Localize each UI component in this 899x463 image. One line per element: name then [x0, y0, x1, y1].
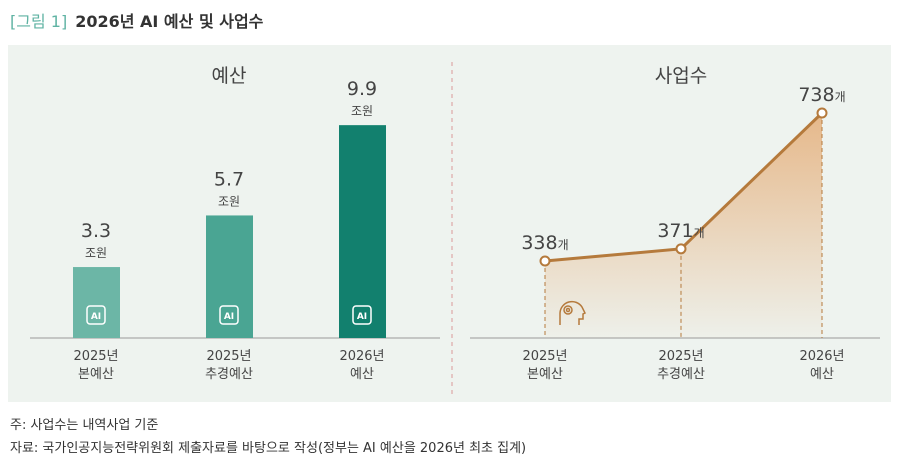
- area-fill: [545, 113, 822, 338]
- x-tick-label: 2025년: [73, 349, 118, 364]
- unit-label: 조원: [85, 246, 107, 260]
- figure-label: [그림 1]: [10, 12, 68, 31]
- bar-chart-title: 예산: [212, 65, 247, 87]
- svg-text:AI: AI: [357, 312, 367, 322]
- data-point: [816, 107, 828, 119]
- x-tick-label: 2025년: [658, 349, 703, 364]
- x-tick-label: 예산: [350, 367, 374, 382]
- ai-head-icon: [559, 300, 587, 325]
- source: 자료: 국가인공지능전략위원회 제출자료를 바탕으로 작성(정부는 AI 예산을…: [10, 441, 527, 456]
- figure-title: [그림 1] 2026년 AI 예산 및 사업수: [10, 8, 263, 32]
- ai-chip-icon: AI: [352, 305, 372, 325]
- unit-label: 조원: [218, 194, 240, 208]
- ai-chip-icon: AI: [86, 305, 106, 325]
- data-point: [675, 243, 687, 255]
- bar: [73, 267, 120, 338]
- bar: [339, 125, 386, 339]
- data-label: 338개: [521, 232, 568, 254]
- x-tick-label: 추경예산: [205, 367, 253, 382]
- bar: [206, 215, 253, 338]
- svg-text:AI: AI: [224, 312, 234, 322]
- data-label: 371개: [657, 220, 704, 242]
- x-tick-label: 2026년: [339, 349, 384, 364]
- data-label: 738개: [798, 84, 845, 106]
- x-tick-label: 본예산: [527, 367, 563, 382]
- data-point: [539, 255, 551, 267]
- x-tick-label: 2026년: [799, 349, 844, 364]
- x-tick-label: 본예산: [78, 367, 114, 382]
- unit-label: 조원: [351, 104, 373, 118]
- x-tick-label: 예산: [810, 367, 834, 382]
- x-tick-label: 추경예산: [657, 367, 705, 382]
- x-tick-label: 2025년: [522, 349, 567, 364]
- data-label: 3.3: [81, 220, 111, 242]
- data-label: 9.9: [347, 78, 377, 100]
- x-tick-label: 2025년: [206, 349, 251, 364]
- svg-text:AI: AI: [91, 312, 101, 322]
- note: 주: 사업수는 내역사업 기준: [10, 418, 159, 433]
- title-text: 2026년 AI 예산 및 사업수: [75, 12, 264, 31]
- line-chart-title: 사업수: [655, 65, 707, 87]
- data-label: 5.7: [214, 168, 244, 190]
- ai-chip-icon: AI: [219, 305, 239, 325]
